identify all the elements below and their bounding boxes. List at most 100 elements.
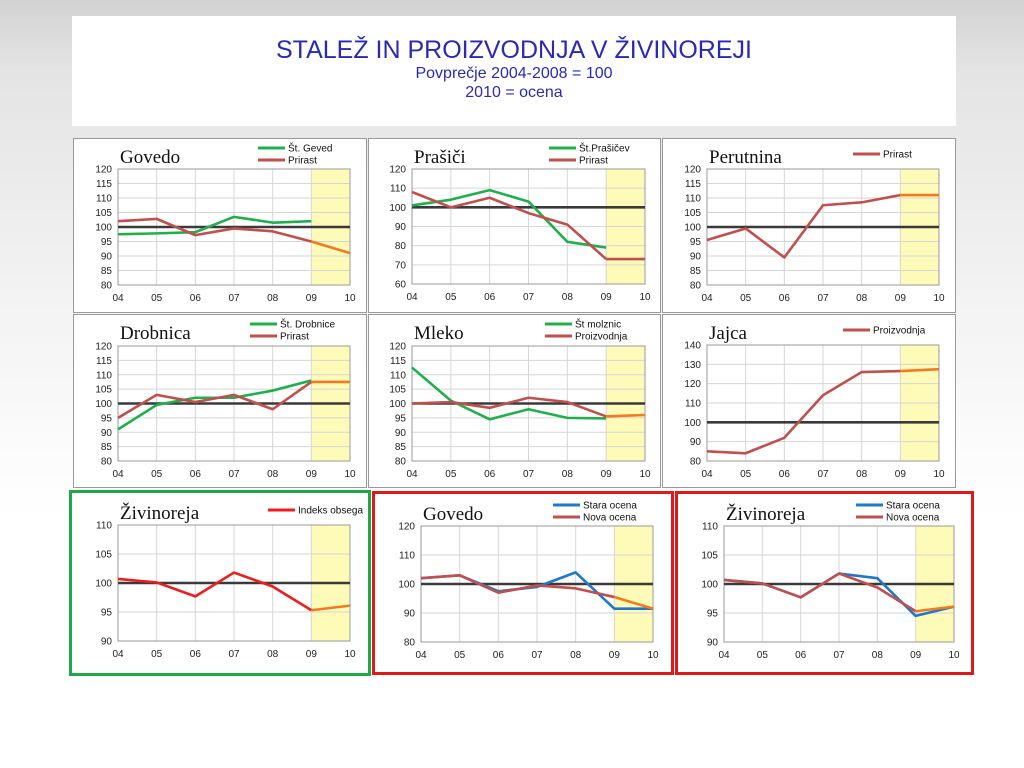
series-line [411, 366, 607, 421]
x-tick-label: 05 [740, 469, 752, 480]
chart-drobnica: 80 85 90 95 100 105 110 115 120 04 05 06 07 08 09 10 Dro… [95, 318, 356, 481]
y-tick-label: 100 [684, 223, 701, 234]
x-tick-label: 06 [190, 293, 202, 304]
x-tick-label: 07 [523, 469, 535, 480]
x-tick-label: 10 [639, 469, 651, 480]
series-line [117, 380, 313, 419]
x-tick-label: 07 [817, 293, 829, 304]
y-tick-label: 70 [395, 260, 407, 271]
series-line [420, 574, 615, 599]
y-tick-label: 100 [95, 399, 112, 410]
y-tick-label: 85 [690, 266, 702, 277]
series-line [706, 369, 901, 455]
x-tick-label: 07 [833, 650, 845, 661]
y-tick-label: 100 [95, 223, 112, 234]
x-tick-label: 06 [779, 293, 791, 304]
y-tick-label: 120 [95, 342, 112, 353]
x-tick-label: 06 [795, 650, 807, 661]
y-tick-label: 110 [685, 194, 701, 205]
series-estimate-segment [613, 595, 654, 610]
chart-panel-perutnina: 80 85 90 95 100 105 110 115 120 04 05 06 07 08 09 10 Per… [662, 138, 956, 313]
chart-panel-zivinoreja-estimate: 90 95 100 105 110 04 05 06 07 08 09 10 Živinoreja Sta… [679, 495, 970, 671]
y-tick-label: 80 [101, 457, 113, 468]
chart-title: Govedo [423, 504, 483, 525]
x-tick-label: 10 [948, 650, 960, 661]
legend-label: Št molznic [575, 318, 621, 331]
y-tick-label: 105 [389, 385, 406, 396]
x-tick-label: 04 [718, 650, 730, 661]
series-estimate-segment [900, 367, 940, 373]
chart-panel-govedo-estimate: 80 90 100 110 120 04 05 06 07 08 09 10 Govedo Stara o… [376, 495, 670, 671]
x-tick-label: 07 [228, 649, 240, 660]
y-tick-label: 80 [395, 241, 407, 252]
x-tick-label: 09 [306, 293, 318, 304]
chart-zivinoreja-estimate: 90 95 100 105 110 04 05 06 07 08 09 10 Živinoreja Sta… [701, 501, 960, 662]
y-tick-label: 100 [389, 203, 406, 214]
legend-label: Prirast [579, 156, 608, 167]
x-tick-label: 05 [151, 649, 163, 660]
plot-border [706, 344, 940, 462]
y-tick-label: 100 [389, 399, 406, 410]
y-tick-label: 90 [101, 252, 113, 263]
y-tick-label: 100 [95, 579, 112, 590]
chart-panel-drobnica: 80 85 90 95 100 105 110 115 120 04 05 06 07 08 09 10 Dro… [73, 314, 367, 488]
x-tick-label: 08 [562, 292, 574, 303]
legend-label: Prirast [288, 156, 317, 167]
y-tick-label: 100 [398, 580, 415, 591]
x-tick-label: 09 [601, 469, 613, 480]
x-tick-label: 04 [701, 469, 713, 480]
y-tick-label: 105 [95, 385, 112, 396]
y-tick-label: 110 [702, 522, 718, 533]
x-tick-label: 10 [647, 650, 659, 661]
y-tick-label: 95 [101, 237, 113, 248]
x-tick-label: 05 [454, 650, 466, 661]
y-tick-label: 105 [684, 208, 701, 219]
legend-label: Prirast [280, 332, 309, 343]
series-line [117, 217, 312, 243]
y-tick-label: 110 [399, 551, 415, 562]
chart-zivinoreja-index: 90 95 100 105 110 04 05 06 07 08 09 10 Živinoreja Ind… [95, 502, 363, 660]
y-tick-label: 115 [390, 356, 406, 367]
series-estimate-segment [310, 240, 351, 255]
chart-panel-govedo: 80 85 90 95 100 105 110 115 120 04 05 06 07 08 09 10 Gov… [73, 138, 367, 313]
legend-label: Proizvodnja [873, 326, 926, 337]
x-tick-label: 09 [910, 650, 922, 661]
y-tick-label: 120 [389, 165, 406, 176]
x-tick-label: 04 [701, 293, 713, 304]
x-tick-label: 09 [895, 469, 907, 480]
y-tick-label: 85 [101, 266, 113, 277]
y-tick-label: 110 [96, 521, 112, 532]
chart-title: Živinoreja [120, 502, 200, 524]
highlight-frame-red-govedo [372, 491, 674, 675]
x-tick-label: 08 [872, 650, 884, 661]
chart-title: Živinoreja [726, 503, 806, 525]
y-tick-label: 120 [684, 165, 701, 176]
chart-panel-mleko: 80 85 90 95 100 105 110 115 120 04 05 06 07 08 09 10 Mle… [368, 314, 661, 488]
chart-jajca: 80 90 100 110 120 130 140 04 05 06 07 08 09 10 Jajca Pr… [684, 323, 945, 480]
slide-title: STALEŽ IN PROIZVODNJA V ŽIVINOREJI [275, 36, 752, 64]
series-line [117, 571, 313, 612]
y-tick-label: 60 [395, 280, 407, 291]
y-tick-label: 80 [395, 457, 407, 468]
x-tick-label: 06 [190, 649, 202, 660]
y-tick-label: 140 [684, 341, 701, 352]
y-tick-label: 120 [684, 379, 701, 390]
y-tick-label: 85 [101, 442, 113, 453]
y-tick-label: 80 [690, 281, 702, 292]
x-tick-label: 04 [112, 293, 124, 304]
x-tick-label: 08 [570, 650, 582, 661]
y-tick-label: 95 [101, 413, 113, 424]
x-tick-label: 10 [639, 292, 651, 303]
y-tick-label: 130 [684, 360, 701, 371]
series-line [117, 215, 312, 236]
x-tick-label: 04 [406, 292, 418, 303]
y-tick-label: 90 [395, 428, 407, 439]
series-line [411, 190, 608, 261]
y-tick-label: 95 [707, 609, 719, 620]
y-tick-label: 80 [101, 281, 113, 292]
x-tick-label: 05 [757, 650, 769, 661]
x-tick-label: 10 [344, 293, 356, 304]
y-tick-label: 95 [690, 237, 702, 248]
y-tick-label: 115 [96, 356, 112, 367]
series-line [117, 379, 312, 431]
